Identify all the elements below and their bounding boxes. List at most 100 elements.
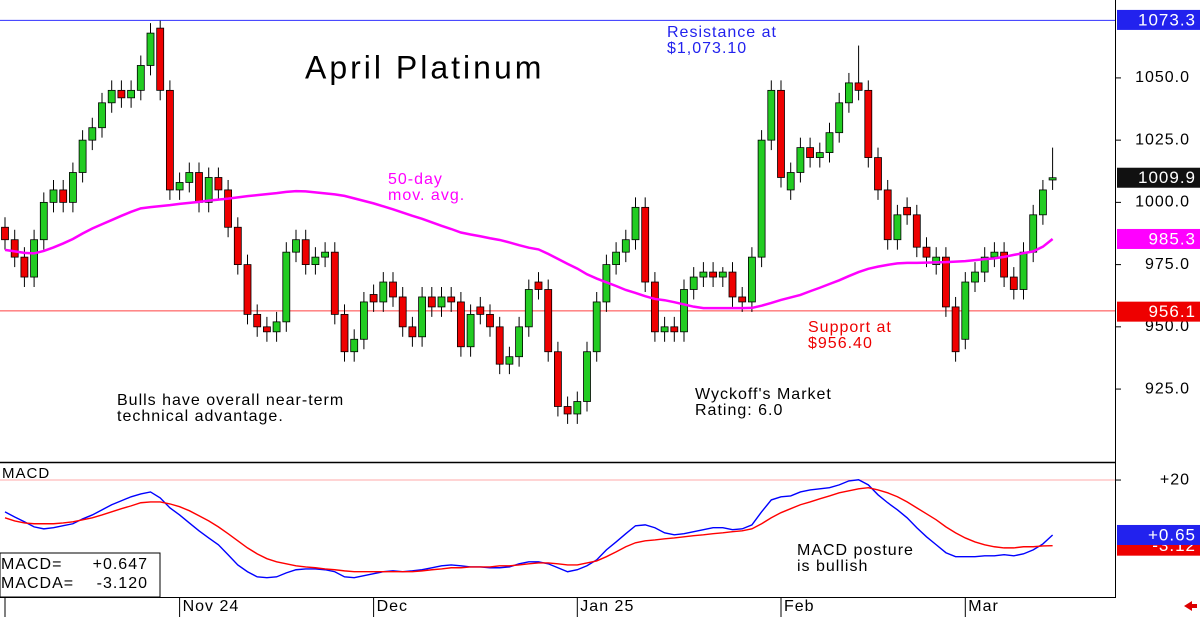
candle-body [922,246,931,258]
candle-body [136,65,145,91]
candle-body [718,271,727,278]
candle-body [583,351,591,402]
candle-body [1,226,9,241]
chart-title: April Platinum [305,49,544,85]
price-tag [1117,9,1200,30]
candle-body [359,301,368,340]
annotation: Support at [808,319,892,336]
annotation: Bulls have overall near-term [117,392,344,409]
candle-body [883,189,892,241]
candle-body [854,82,863,91]
candle-body [971,271,979,283]
candle-body [612,251,620,266]
candle-body [815,152,824,158]
price-tag-label: 956.1 [1148,302,1196,321]
annotation: $1,073.10 [667,40,747,57]
candle-body [175,182,184,191]
candle-body [78,139,87,173]
candle-body [874,157,882,191]
candle-body [30,239,39,278]
candle-body [253,313,262,328]
price-tag-label: +0.65 [1148,525,1196,544]
candle-body [427,296,436,308]
annotation: technical advantage. [117,408,284,425]
candle-body [980,256,989,273]
candle-body [554,351,562,407]
annotation: 50-day [388,171,443,188]
candle-body [806,147,814,158]
price-tag [1117,301,1200,322]
candle-body [476,306,485,315]
price-tag-label: 985.3 [1148,229,1196,248]
candle-body [660,326,669,333]
candle-body [98,102,106,129]
candle-body [621,239,630,253]
price-tag-label: 1073.3 [1138,10,1196,29]
scroll-arrow[interactable] [1184,601,1197,611]
y-tick-label: 925.0 [1145,380,1190,397]
annotation: is bullish [797,558,868,575]
candle-body [282,251,291,323]
candle-body [156,27,165,91]
y-tick-label: 1050.0 [1135,69,1190,86]
candle-body [59,189,68,203]
candle-body [573,401,582,415]
candle-body [534,281,543,290]
candle-body [195,172,203,203]
candle-body [262,326,271,333]
candle-body [466,313,475,348]
candle-body [1039,189,1047,216]
annotation: $956.40 [808,335,873,352]
candle-body [447,296,456,303]
candle-body [631,206,640,241]
macd-line [4,486,1053,573]
x-tick-label: Dec [377,598,408,615]
candle-body [1009,276,1018,290]
candle-body [990,251,999,258]
x-tick-label: Nov 24 [183,598,240,615]
candle-body [272,321,281,333]
candle-body [796,147,805,173]
annotation: Wyckoff's Market [695,386,832,403]
candle-body [757,139,766,258]
candle-body [738,296,747,303]
candle-body [456,301,465,348]
x-tick-label: Jan 25 [580,598,634,615]
candle-body [369,294,378,303]
annotation: Rating: 6.0 [695,402,783,419]
candle-body [515,326,523,358]
candle-body [204,177,213,203]
candle-body [379,281,388,303]
candle-body [224,189,233,228]
candle-body [437,296,446,308]
candle-body [486,313,494,328]
readout-name: MACD= [1,556,62,573]
candle-body [321,251,330,258]
candle-body [942,256,950,308]
candle-body [117,89,126,99]
annotation: Resistance at [667,24,777,41]
candle-body [825,132,834,153]
candle-body [88,127,97,141]
candle-body [39,201,48,241]
candle-body [893,214,902,241]
price-tag [1117,524,1200,545]
candle-body [505,356,514,365]
candle-body [69,172,77,203]
y-tick-label: 1025.0 [1135,131,1190,148]
x-tick-label: Feb [784,598,815,615]
candle-body [107,89,116,104]
readout-value: +0.647 [93,556,148,573]
y-tick-label: 950.0 [1145,318,1190,335]
price-tag-label: 1009.9 [1138,168,1196,187]
candle-body [311,256,320,266]
candle-body [651,281,659,333]
candle-body [233,226,242,266]
candle-body [292,239,300,253]
candle-body [408,326,417,338]
candle-body [563,406,572,415]
candle-body [786,172,795,191]
candle-body [592,301,601,353]
x-tick-label: Mar [968,598,999,615]
